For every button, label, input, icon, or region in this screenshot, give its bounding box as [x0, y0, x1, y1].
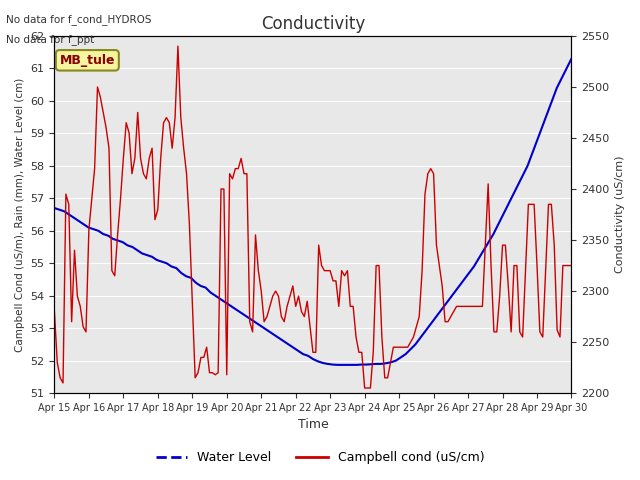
Title: Conductivity: Conductivity: [261, 15, 365, 33]
Text: No data for f_ppt: No data for f_ppt: [6, 34, 95, 45]
Text: MB_tule: MB_tule: [60, 54, 115, 67]
Y-axis label: Campbell Cond (uS/m), Rain (mm), Water Level (cm): Campbell Cond (uS/m), Rain (mm), Water L…: [15, 77, 25, 352]
Y-axis label: Conductivity (uS/cm): Conductivity (uS/cm): [615, 156, 625, 273]
Legend: Water Level, Campbell cond (uS/cm): Water Level, Campbell cond (uS/cm): [151, 446, 489, 469]
Text: No data for f_cond_HYDROS: No data for f_cond_HYDROS: [6, 14, 152, 25]
X-axis label: Time: Time: [298, 419, 328, 432]
